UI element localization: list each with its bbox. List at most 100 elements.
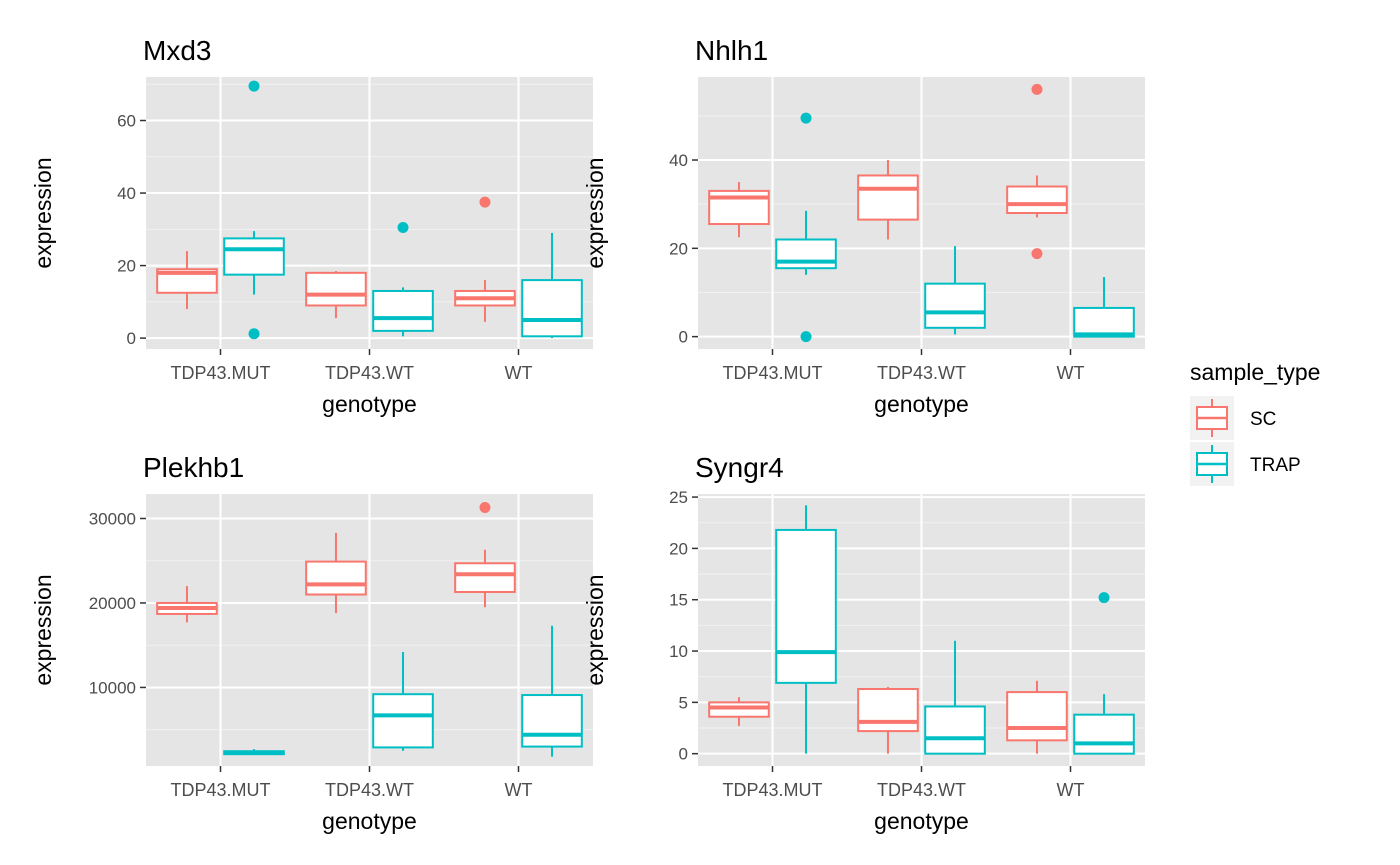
box-iqr <box>521 694 583 748</box>
x-tick-label: WT <box>1057 780 1085 800</box>
box-sc-tdp43-wt <box>857 160 919 240</box>
y-tick-label: 10000 <box>89 678 136 697</box>
y-axis-label: expression <box>582 574 608 685</box>
y-tick-label: 40 <box>669 151 688 170</box>
x-axis-label: genotype <box>874 808 969 834</box>
y-tick-label: 10 <box>669 642 688 661</box>
facet-title: Syngr4 <box>695 452 784 483</box>
y-tick-label: 15 <box>669 591 688 610</box>
y-tick-label: 20 <box>117 257 136 276</box>
y-axis-label: expression <box>582 157 608 268</box>
legend-title: sample_type <box>1190 359 1320 385</box>
box-sc-tdp43-mut <box>708 182 770 238</box>
facet-title: Mxd3 <box>143 35 211 66</box>
y-tick-label: 20000 <box>89 594 136 613</box>
y-axis-label: expression <box>30 574 56 685</box>
box-iqr <box>454 562 516 593</box>
outlier-point <box>1031 248 1043 260</box>
legend-key-sc: SC <box>1190 396 1276 440</box>
box-trap-tdp43-mut <box>223 80 285 340</box>
box-iqr <box>857 174 919 221</box>
outlier-point <box>800 331 812 343</box>
facet-mxd3: 0 20 40 60 TDP43.MUT TDP43.WT WT Mxd3 genotype ex… <box>30 35 593 417</box>
outlier-point <box>248 80 260 92</box>
y-tick-label: 20 <box>669 539 688 558</box>
x-tick-label: WT <box>1057 363 1085 383</box>
outlier-point <box>479 196 491 208</box>
y-tick-label: 60 <box>117 112 136 131</box>
box-iqr <box>1073 713 1135 755</box>
box-trap-tdp43-mut <box>775 112 837 343</box>
x-tick-label: TDP43.WT <box>325 363 414 383</box>
box-iqr <box>857 688 919 733</box>
box-sc-tdp43-mut <box>156 251 218 310</box>
legend: sample_type SC TRAP <box>1190 359 1320 486</box>
y-tick-label: 20 <box>669 239 688 258</box>
box-iqr <box>924 282 986 329</box>
y-tick-label: 25 <box>669 488 688 507</box>
box-iqr <box>1073 306 1135 338</box>
box-trap-tdp43-wt <box>924 246 986 335</box>
x-tick-label: TDP43.MUT <box>170 363 270 383</box>
facet-plekhb1: 10000 20000 30000 TDP43.MUT TDP43.WT WT Plekhb… <box>30 452 593 834</box>
outlier-point <box>397 222 409 234</box>
y-tick-label: 0 <box>127 329 136 348</box>
legend-label: SC <box>1250 409 1276 430</box>
box-trap-wt <box>521 625 583 757</box>
x-tick-label: TDP43.MUT <box>722 363 822 383</box>
outlier-point <box>800 112 812 124</box>
x-tick-label: TDP43.MUT <box>722 780 822 800</box>
facet-nhlh1: 0 20 40 TDP43.MUT TDP43.WT WT Nhlh1 genotype exp… <box>582 35 1145 417</box>
outlier-point <box>479 502 491 514</box>
box-iqr <box>305 271 367 307</box>
box-iqr <box>372 693 434 749</box>
box-iqr <box>775 528 837 684</box>
box-iqr <box>305 560 367 596</box>
box-iqr <box>521 279 583 338</box>
legend-label: TRAP <box>1250 455 1301 476</box>
x-tick-label: TDP43.MUT <box>170 780 270 800</box>
box-iqr <box>775 238 837 270</box>
box-sc-tdp43-wt <box>305 532 367 614</box>
x-tick-label: TDP43.WT <box>877 780 966 800</box>
box-sc-tdp43-wt <box>857 686 919 754</box>
box-sc-wt <box>1006 83 1068 260</box>
y-tick-label: 5 <box>679 693 688 712</box>
box-trap-tdp43-mut <box>775 505 837 754</box>
x-axis-label: genotype <box>874 391 969 417</box>
x-tick-label: WT <box>505 780 533 800</box>
y-axis-label: expression <box>30 157 56 268</box>
box-sc-wt <box>454 502 516 608</box>
box-trap-wt <box>1073 277 1135 338</box>
y-tick-label: 0 <box>679 328 688 347</box>
x-tick-label: WT <box>505 363 533 383</box>
y-tick-label: 30000 <box>89 509 136 528</box>
y-tick-label: 40 <box>117 184 136 203</box>
facet-syngr4: 0 5 10 15 20 25 TDP43.MUT TDP43.WT WT Syngr4 genot… <box>582 452 1145 834</box>
box-iqr <box>924 705 986 755</box>
y-tick-label: 0 <box>679 745 688 764</box>
outlier-point <box>248 328 260 340</box>
x-tick-label: TDP43.WT <box>877 363 966 383</box>
box-sc-tdp43-mut <box>156 586 218 623</box>
legend-key-trap: TRAP <box>1190 442 1301 486</box>
outlier-point <box>1031 83 1043 95</box>
box-iqr <box>1006 185 1068 215</box>
box-sc-tdp43-mut <box>708 697 770 726</box>
box-trap-wt <box>521 232 583 339</box>
outlier-point <box>1098 592 1110 604</box>
box-iqr <box>156 268 218 294</box>
box-trap-tdp43-wt <box>924 640 986 755</box>
facet-title: Plekhb1 <box>143 452 244 483</box>
box-sc-wt <box>454 196 516 322</box>
x-axis-label: genotype <box>322 808 417 834</box>
box-iqr <box>1006 691 1068 742</box>
box-trap-tdp43-wt <box>372 651 434 751</box>
box-iqr <box>708 701 770 718</box>
box-trap-wt <box>1073 592 1135 755</box>
box-sc-tdp43-wt <box>305 271 367 319</box>
box-iqr <box>223 237 285 276</box>
box-iqr <box>372 289 434 332</box>
x-axis-label: genotype <box>322 391 417 417</box>
